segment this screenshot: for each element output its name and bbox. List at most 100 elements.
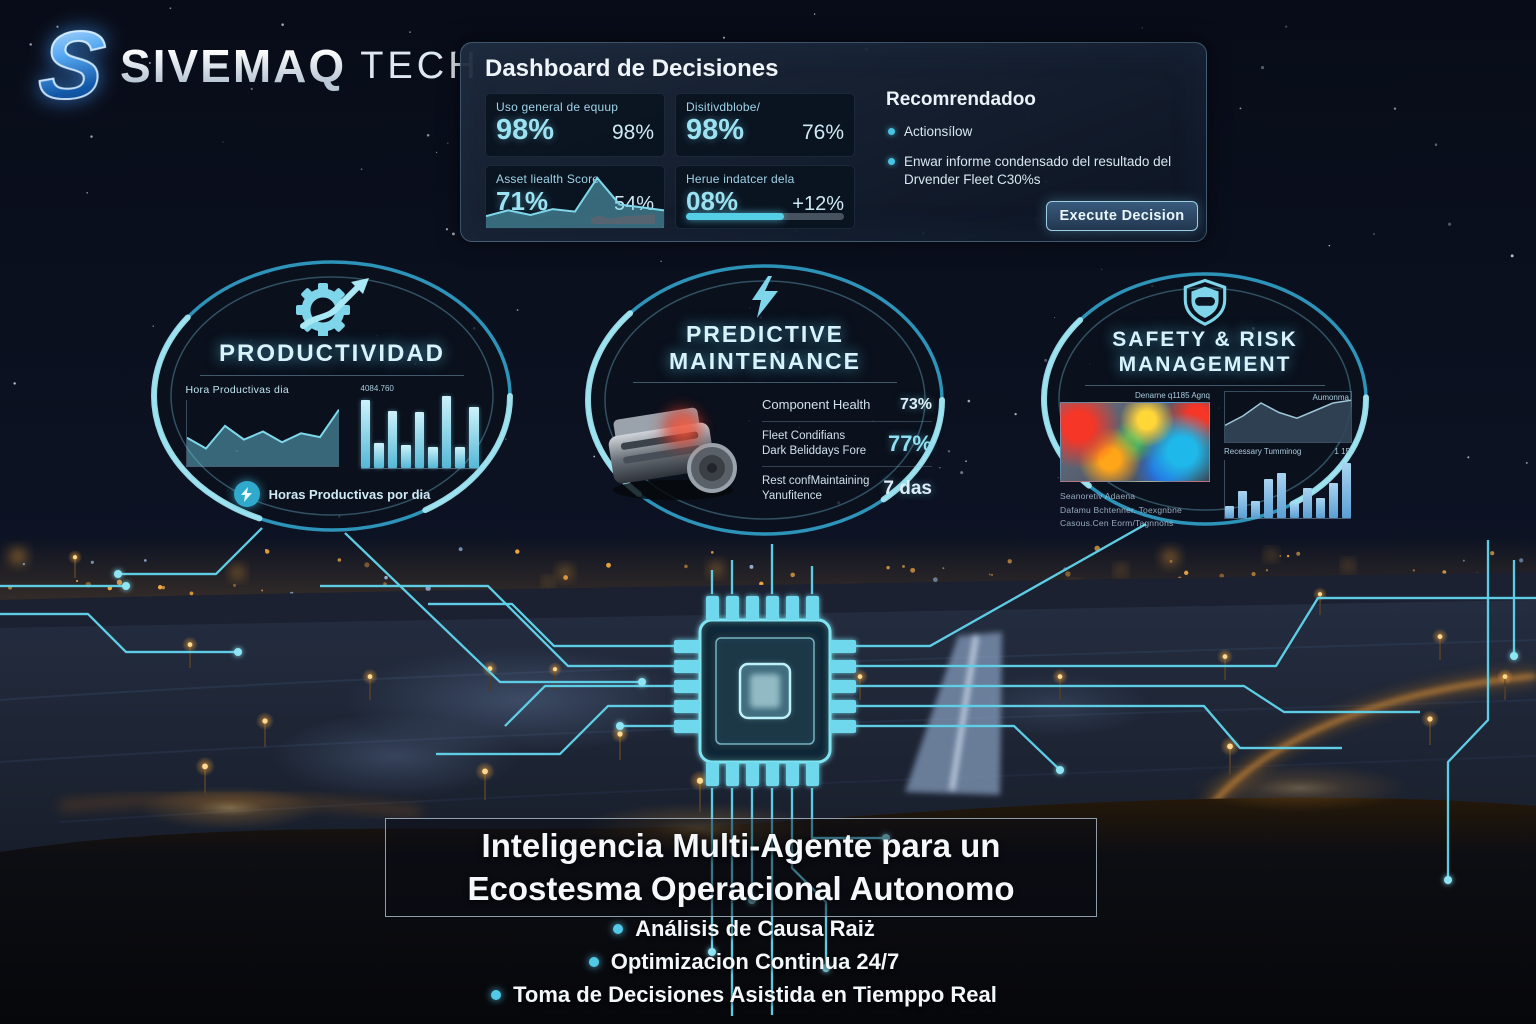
recommendation-title: Recomrendadoo: [886, 89, 1036, 110]
main-title-line1: Inteligencia Multi-Agente para un: [481, 826, 1001, 864]
bar: [441, 396, 452, 469]
risk-heatmap: [1060, 402, 1210, 483]
bullet-row: Optimizacion Continua 24/7: [0, 949, 1488, 975]
bar: [360, 399, 371, 469]
recommendation-item: Actionsílow: [886, 123, 1191, 141]
bullet-text: Análisis de Causa Raiż: [635, 916, 875, 941]
main-title-box: Inteligencia Multi-Agente para un Ecoste…: [385, 818, 1097, 917]
stat-row: Fleet Condifians Dark Beliddays Fore 77%: [762, 422, 932, 468]
bar: [374, 443, 384, 469]
metric-secondary: +12%: [792, 193, 844, 215]
chart-caption: Aumonma: [1312, 393, 1349, 403]
productive-hours-chart: Hora Productivas dia: [185, 384, 339, 468]
safety-notes: Seanoretiv Adaena Dafamu Bchtenner. Toex…: [1060, 490, 1210, 530]
stat-value: 7 das: [883, 478, 932, 500]
note-line: Casous.Cen Eorm/Tagnnons: [1060, 517, 1174, 528]
ground-glow: [1190, 764, 1410, 812]
chart-caption: Hora Productivas dia: [185, 384, 289, 397]
stat-row: Rest confMaintaining Yanufitence 7 das: [762, 467, 932, 511]
sparkline-gray-tail: [590, 214, 655, 224]
stat-label: Dark Beliddays Fore: [762, 445, 867, 458]
divider: [633, 382, 897, 384]
bar: [1238, 490, 1247, 519]
lit-rock: [270, 714, 520, 798]
heatmap-caption: Denarne q1185 Agnq: [1134, 391, 1210, 401]
dashboard-title: Dashboard de Decisiones: [485, 55, 779, 82]
metric-card-asset-health: Asset liealth Score 71% 54%: [485, 165, 665, 229]
gear-arrow-icon: [296, 278, 369, 336]
node-content: PRODUCTIVIDAD Hora Productivas dia 4084.…: [148, 256, 516, 536]
bar: [1342, 463, 1351, 519]
metric-secondary: 54%: [613, 193, 654, 215]
haul-road: [905, 632, 1002, 795]
bullet-dot-icon: [491, 990, 502, 1000]
logo-icon: S: [29, 11, 115, 120]
recommendation-text: Enwar informe condensado del resultado d…: [904, 154, 1172, 188]
feature-bullets: Análisis de Causa Raiż Optimizacion Cont…: [0, 916, 1488, 1015]
chart-caption: 4084.760: [360, 384, 394, 394]
brand-logo: S SIVEMAQ TECH: [33, 11, 480, 120]
node-title-line1: SAFETY & RISK: [1112, 328, 1298, 352]
stat-value: 73%: [899, 396, 932, 414]
metric-grid: Uso general de equup 98% 98% Disitivdblo…: [485, 93, 855, 229]
node-content: SAFETY & RISK MANAGEMENT Denarne q1185 A…: [1038, 268, 1372, 530]
shield-icon: [1183, 278, 1227, 326]
recommendation-text: Actionsílow: [904, 124, 973, 139]
bar: [1303, 488, 1312, 519]
decision-dashboard-panel: Dashboard de Decisiones Uso general de e…: [460, 42, 1207, 242]
hours-bar-chart-block: 4084.760: [360, 384, 479, 470]
bullet-dot-icon: [888, 128, 895, 135]
trace-nodes: [114, 570, 1518, 972]
main-title-line2: Ecostesma Operacional Autonomo: [467, 869, 1015, 907]
hours-bar-chart: [360, 396, 479, 470]
maintenance-stats: Component Health 73% Fleet Condifians Da…: [762, 389, 932, 511]
stat-row: Component Health 73%: [762, 389, 932, 423]
node-title: PRODUCTIVIDAD: [218, 340, 445, 367]
node-footer-label: Horas Productivas por dia: [268, 486, 431, 502]
bar: [455, 446, 465, 469]
indicator-progress-track: [686, 213, 844, 220]
risk-line-chart: [1225, 392, 1351, 443]
recommendation-section: Recomrendadoo Actionsílow Enwar informe …: [886, 89, 1191, 190]
execute-decision-button[interactable]: Execute Decision: [1046, 201, 1198, 231]
risk-heatmap-block: Denarne q1185 Agnq Seanoretiv Adaena Daf…: [1060, 391, 1210, 530]
logo-brand-text: SIVEMAQ: [120, 40, 347, 92]
street-lamps: [67, 550, 1514, 812]
divider: [1084, 384, 1326, 386]
metric-label: Herue indatcer dela: [686, 172, 795, 186]
node-title-line2: MAINTENANCE: [669, 348, 861, 375]
indicator-progress-fill: [686, 213, 784, 220]
bar: [1277, 473, 1286, 519]
bullet-row: Toma de Decisiones Asistida en Tiemppo R…: [0, 982, 1488, 1008]
stat-label: Yanufitence: [762, 490, 822, 503]
bar: [1264, 479, 1273, 519]
node-footer: Horas Productivas por dia: [233, 481, 431, 508]
note-line: Dafamu Bchtenner. Toexgnbne: [1060, 504, 1182, 515]
stat-label: Fleet Condifians: [762, 430, 846, 443]
risk-trend-block: Aumonma Recessary Tumminog 1 15: [1224, 391, 1352, 520]
node-title-line2: MANAGEMENT: [1118, 352, 1292, 376]
bullet-dot-icon: [888, 158, 895, 166]
bolt-icon: [233, 481, 260, 508]
bar: [1316, 497, 1325, 519]
bar: [1329, 482, 1338, 519]
metric-value: 08%: [686, 186, 739, 216]
bar: [469, 407, 479, 469]
bar: [1290, 503, 1299, 519]
metric-secondary: 76%: [801, 121, 844, 144]
ground-glow: [580, 802, 820, 854]
health-sparkline: [486, 166, 664, 228]
node-content: PREDICTIVE MAINTENANCE: [582, 260, 948, 540]
bullet-text: Toma de Decisiones Asistida en Tiemppo R…: [513, 982, 997, 1007]
metric-label: Uso general de equup: [496, 100, 619, 114]
engine-image: [608, 407, 737, 501]
chart-value: 1 15: [1334, 447, 1350, 457]
ground-glow: [140, 786, 320, 830]
node-title-line1: PREDICTIVE: [685, 321, 844, 347]
stat-label: Component Health: [762, 396, 871, 412]
node-safety: SAFETY & RISK MANAGEMENT Denarne q1185 A…: [1038, 268, 1372, 530]
bullet-dot-icon: [613, 924, 624, 934]
bullet-text: Optimizacion Continua 24/7: [610, 949, 900, 974]
logo-suffix-text: TECH: [360, 44, 480, 87]
stat-value: 77%: [887, 431, 932, 457]
